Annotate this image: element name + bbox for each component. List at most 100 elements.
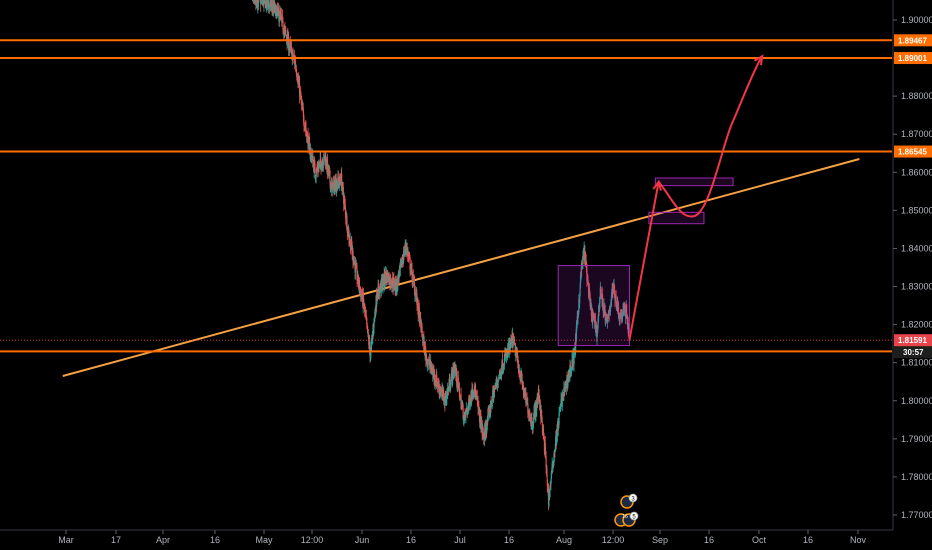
candle-body [460,394,462,409]
candle-body [294,59,296,65]
candle-body [586,270,588,282]
candle-body [288,47,291,50]
candle-body [475,394,477,399]
candle-body [260,0,262,4]
candle-body [496,381,498,383]
candle-body [472,391,474,398]
candle-body [497,379,499,382]
candle-body [292,51,294,58]
candle-body [587,282,589,285]
zone-rectangle[interactable] [557,265,630,347]
candle-body [449,380,451,389]
candle-body [277,10,279,13]
y-tick-label: 1.88000 [901,91,932,101]
candle-body [458,388,461,397]
candle-body [354,264,357,273]
candle-body [304,126,306,129]
candle-body [536,398,538,411]
candle-body [543,437,545,441]
candle-body [487,412,489,421]
candle-body [442,390,444,393]
candle-body [399,262,401,269]
candle-body [276,8,278,12]
zone-rectangle[interactable] [648,211,705,225]
candle-body [428,360,431,366]
candle-body [305,128,307,132]
candle-body [427,362,429,364]
candle-body [604,308,606,312]
candle-body [413,283,416,294]
candle-body [593,319,595,322]
projection-leg-up[interactable] [628,181,660,341]
candle-body [322,162,325,165]
candle-body [592,313,595,318]
event-badge-top[interactable]: 3 [620,493,638,509]
candle-body [439,388,441,392]
candle-body [480,415,482,430]
candle-body [599,287,601,300]
y-tick-label: 1.78000 [901,472,932,482]
candle-body [398,266,401,271]
x-tick-label: Oct [752,535,767,545]
candle-body [297,77,299,83]
candle-body [614,301,616,302]
candle-body [421,331,423,338]
y-tick-label: 1.82000 [901,320,932,330]
current-price-label: 1.81591 [898,336,927,345]
candle-body [303,121,305,127]
candle-body [450,373,452,380]
candle-body [620,314,622,318]
candle-body [410,270,412,272]
candle-body [494,385,496,390]
candle-body [307,137,310,150]
x-tick-label: Aug [556,535,572,545]
candle-body [553,460,555,466]
candle-body [393,278,395,280]
candle-body [572,354,574,366]
candle-body [280,14,282,19]
candle-body [313,162,315,174]
candle-body [318,163,320,167]
candle-body [323,154,325,156]
candle-body [603,306,605,310]
candle-body [477,399,479,409]
candle-body [428,359,430,362]
event-badge-bottom[interactable]: 16 5 [614,511,639,527]
projection-curve[interactable] [657,55,764,218]
candle-body [367,333,369,338]
candle-body [473,392,475,395]
candle-body [422,337,424,339]
candle-body [355,265,357,266]
candle-body [388,273,390,281]
candle-body [334,181,337,191]
candle-body [426,357,428,359]
candle-body [626,304,628,319]
candle-body [395,280,397,292]
candle-body [517,358,519,362]
candle-body [411,264,413,269]
candle-body [607,316,609,322]
candle-body [513,339,516,346]
candle-body [367,331,369,333]
candle-body [474,384,476,392]
candle-body [438,383,440,388]
candle-body [402,251,405,263]
candle-body [516,353,518,361]
candle-body [590,304,592,306]
candle-body [498,376,500,379]
candle-body [313,162,316,164]
zone-rectangle[interactable] [654,177,734,187]
candle-body [436,382,439,386]
candle-body [339,179,342,182]
candle-body [409,255,411,259]
candle-body [277,7,280,13]
countdown-label: 30:57 [903,348,924,357]
candle-body [577,313,579,318]
candle-body [603,305,605,308]
candle-body [521,380,523,385]
event-badges-layer[interactable]: 3 16 5 [614,493,639,527]
candle-body [380,279,382,292]
candle-body [339,177,341,181]
candle-body [311,156,313,160]
